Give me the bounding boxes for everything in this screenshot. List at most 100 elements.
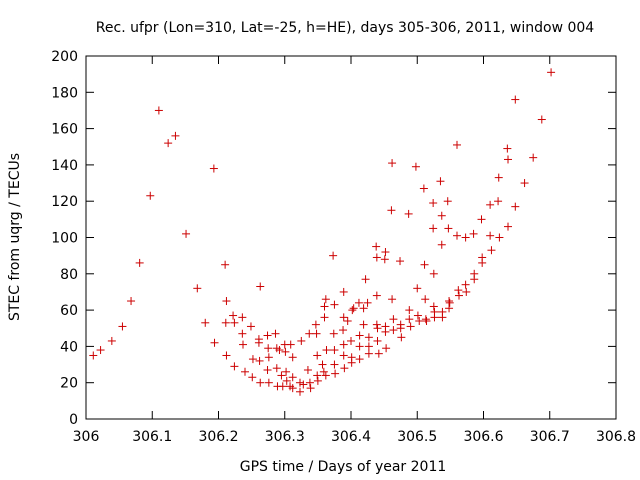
data-point xyxy=(405,315,414,324)
data-point xyxy=(255,356,264,365)
data-point xyxy=(429,302,438,311)
data-point xyxy=(363,298,372,307)
data-point xyxy=(254,338,263,347)
data-point xyxy=(380,255,389,264)
data-point xyxy=(461,280,470,289)
x-tick-label: 306.4 xyxy=(331,429,371,445)
data-point xyxy=(547,68,556,77)
data-point xyxy=(329,329,338,338)
data-point xyxy=(397,333,406,342)
data-point xyxy=(164,139,173,148)
data-point xyxy=(209,164,218,173)
data-point xyxy=(107,336,116,345)
data-point xyxy=(182,229,191,238)
data-point xyxy=(313,371,322,380)
data-point xyxy=(373,336,382,345)
data-point xyxy=(230,318,239,327)
data-point xyxy=(241,367,249,376)
data-point xyxy=(411,162,420,171)
data-point xyxy=(256,378,265,387)
y-tick-label: 80 xyxy=(60,267,78,283)
data-point xyxy=(282,376,291,385)
data-point xyxy=(89,351,98,360)
data-point xyxy=(529,153,538,162)
data-point xyxy=(282,367,291,376)
data-point xyxy=(415,316,424,325)
x-axis: 306 306.1 306.2 306.3 306.4 306.5 306.6 306.7 30… xyxy=(73,56,636,445)
data-point xyxy=(389,326,398,335)
data-point xyxy=(330,346,339,355)
data-point xyxy=(343,316,352,325)
data-point xyxy=(443,197,452,206)
data-point xyxy=(263,331,272,340)
data-point xyxy=(210,338,219,347)
data-point xyxy=(264,378,273,387)
data-point xyxy=(339,340,348,349)
data-point xyxy=(275,346,284,355)
data-point xyxy=(272,364,281,373)
data-point xyxy=(96,346,105,355)
data-point xyxy=(364,342,373,351)
data-point xyxy=(469,229,478,238)
data-point xyxy=(221,318,230,327)
y-tick-label: 200 xyxy=(51,49,78,65)
data-point xyxy=(238,313,247,322)
chart-title: Rec. ufpr (Lon=310, Lat=-25, h=HE), days… xyxy=(96,20,595,36)
y-axis: 0 20 40 60 80 100 120 140 160 180 200 xyxy=(51,49,616,428)
data-point xyxy=(330,360,339,369)
data-point xyxy=(248,355,257,364)
data-point xyxy=(396,257,405,266)
data-point xyxy=(295,378,304,387)
data-point xyxy=(320,302,329,311)
data-point xyxy=(193,284,202,293)
x-tick-label: 306.3 xyxy=(265,429,305,445)
data-point xyxy=(321,295,330,304)
data-point xyxy=(404,209,413,218)
data-point xyxy=(339,287,348,296)
data-point xyxy=(461,233,470,242)
data-point xyxy=(297,336,306,345)
data-point xyxy=(438,307,447,316)
data-point xyxy=(278,382,287,391)
data-point xyxy=(413,311,422,320)
data-point xyxy=(281,347,290,356)
data-point xyxy=(305,329,314,338)
data-point xyxy=(419,184,428,193)
data-point xyxy=(429,199,438,208)
data-point xyxy=(444,224,453,233)
data-point xyxy=(372,320,381,329)
data-point xyxy=(288,373,297,382)
x-tick-label: 306.8 xyxy=(596,429,636,445)
data-point xyxy=(264,344,273,353)
data-point xyxy=(339,313,348,322)
data-point xyxy=(381,248,390,257)
data-point xyxy=(347,336,355,345)
data-point xyxy=(347,358,356,367)
data-point xyxy=(348,306,357,315)
data-point xyxy=(413,284,422,293)
data-points xyxy=(89,68,556,396)
data-point xyxy=(146,191,155,200)
data-point xyxy=(382,344,391,353)
data-point xyxy=(313,351,322,360)
data-point xyxy=(313,376,322,385)
data-point xyxy=(470,275,479,284)
data-point xyxy=(238,329,247,338)
data-point xyxy=(396,324,405,333)
data-point xyxy=(504,222,513,231)
data-point xyxy=(372,242,381,251)
data-point xyxy=(319,367,328,376)
data-point xyxy=(445,297,454,306)
data-point xyxy=(329,251,338,260)
data-point xyxy=(354,298,363,307)
data-point xyxy=(364,333,373,342)
data-point xyxy=(355,331,364,340)
data-point xyxy=(494,197,503,206)
data-point xyxy=(339,351,348,360)
x-axis-label: GPS time / Days of year 2011 xyxy=(240,459,447,475)
data-point xyxy=(389,315,398,324)
data-point xyxy=(239,340,248,349)
data-point xyxy=(349,304,358,313)
data-point xyxy=(486,231,495,240)
